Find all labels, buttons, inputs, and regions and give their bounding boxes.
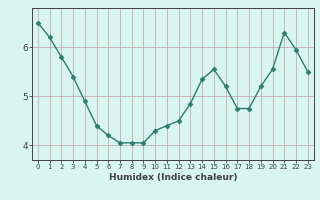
X-axis label: Humidex (Indice chaleur): Humidex (Indice chaleur) [108,173,237,182]
